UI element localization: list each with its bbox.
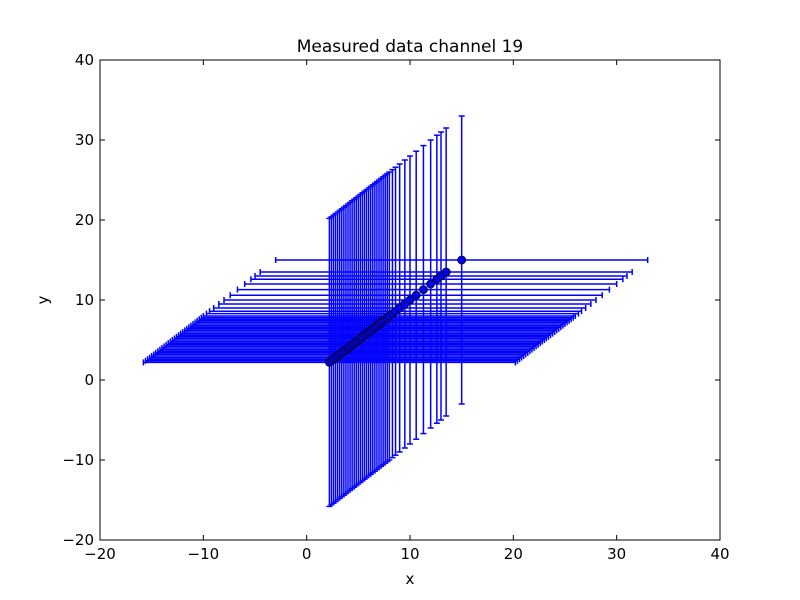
y-tick-label: 0 bbox=[84, 371, 94, 389]
y-axis-label: y bbox=[34, 295, 52, 304]
x-tick-label: 10 bbox=[400, 545, 419, 563]
y-tick-label: −20 bbox=[62, 531, 94, 549]
x-axis-label: x bbox=[406, 570, 415, 588]
data-point bbox=[441, 267, 451, 277]
y-tick-label: 10 bbox=[75, 291, 94, 309]
x-tick-label: 0 bbox=[302, 545, 312, 563]
data-point bbox=[419, 285, 428, 295]
plot-area bbox=[142, 115, 649, 508]
data-point bbox=[411, 290, 421, 300]
axis-ticks: −20 −10 0 10 20 30 40 −20 −10 0 10 20 30 40 bbox=[62, 51, 729, 563]
y-tick-label: 20 bbox=[75, 211, 94, 229]
y-tick-label: 40 bbox=[75, 51, 94, 69]
x-tick-label: −20 bbox=[84, 545, 116, 563]
y-tick-label: 30 bbox=[75, 131, 94, 149]
data-point bbox=[426, 279, 436, 289]
data-point bbox=[405, 295, 415, 305]
x-tick-label: 30 bbox=[607, 545, 626, 563]
x-tick-label: −10 bbox=[188, 545, 220, 563]
y-tick-label: −10 bbox=[62, 451, 94, 469]
x-tick-label: 20 bbox=[504, 545, 523, 563]
chart-title: Measured data channel 19 bbox=[297, 37, 523, 57]
data-point bbox=[457, 255, 467, 265]
x-tick-label: 40 bbox=[710, 545, 729, 563]
